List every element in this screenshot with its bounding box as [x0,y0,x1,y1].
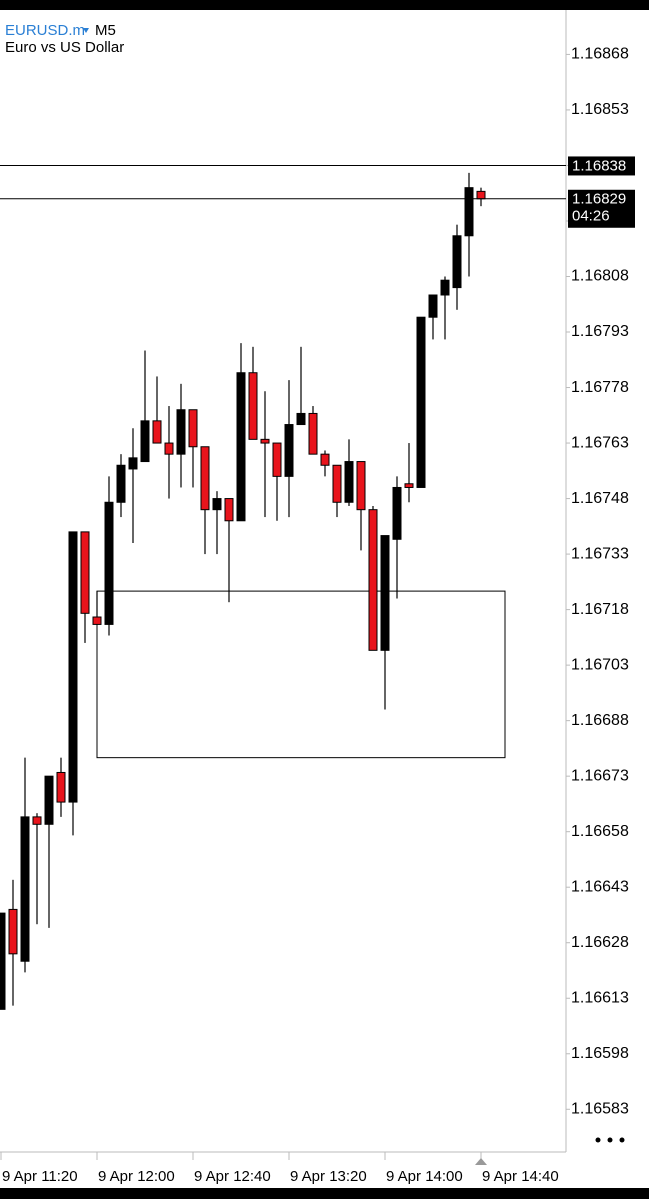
x-tick-label: 9 Apr 14:40 [482,1168,559,1185]
candle-body [428,294,438,318]
y-tick-label: 1.16793 [571,323,629,340]
candle-body [128,457,138,470]
candle-body [464,187,474,237]
candle-body [176,409,186,455]
y-tick-label: 1.16643 [571,878,629,895]
countdown: 04:26 [572,208,610,225]
subtitle: Euro vs US Dollar [5,39,124,56]
x-tick-label: 9 Apr 13:20 [290,1168,367,1185]
candle-body [368,509,378,651]
candle-body [224,498,234,522]
candle-body [44,775,54,825]
candle-body [152,420,162,444]
y-tick-label: 1.16853 [571,101,629,118]
candle-body [296,412,306,426]
symbol[interactable]: EURUSD.m [5,22,85,39]
candle-body [260,438,270,444]
y-tick-label: 1.16613 [571,989,629,1006]
y-tick-label: 1.16778 [571,379,629,396]
candle-body [476,190,486,200]
candle-body [80,531,90,614]
candle-body [452,235,462,289]
x-tick-label: 9 Apr 12:00 [98,1168,175,1185]
candle-body [440,279,450,296]
candle-body [404,483,414,488]
candle-body [140,420,150,463]
timeframe[interactable]: M5 [95,22,116,39]
candle-body [164,442,174,455]
candle-body [20,816,30,962]
y-tick-label: 1.16658 [571,823,629,840]
candle-body [92,616,102,625]
zone-rectangle [96,590,506,759]
candle-body [56,771,66,803]
x-tick-label: 9 Apr 11:20 [2,1168,78,1185]
price-label-box [568,156,635,176]
candle-body [272,442,282,477]
y-tick-label: 1.16688 [571,712,629,729]
candle-body [104,501,114,625]
y-tick-label: 1.16598 [571,1045,629,1062]
candle-body [284,424,294,477]
candle-body [416,316,426,488]
candle-body [0,912,6,1010]
candle-body [32,816,42,825]
top-bar [0,0,649,10]
price-label-box [568,189,635,228]
plot-area [0,172,506,1010]
candle-body [380,535,390,651]
y-tick-label: 1.16583 [571,1101,629,1118]
candle-body [236,372,246,522]
y-tick-label: 1.16628 [571,934,629,951]
candle-body [8,908,18,955]
menu-icon[interactable] [595,1137,625,1143]
y-tick-label: 1.16868 [571,46,629,63]
candle-body [356,461,366,511]
dropdown-icon[interactable] [83,28,89,33]
candle-body [332,464,342,503]
candle-body [308,412,318,455]
x-tick-label: 9 Apr 14:00 [386,1168,463,1185]
candle-body [320,453,330,466]
bottom-bar [0,1188,649,1199]
y-tick-label: 1.16673 [571,767,629,784]
candle-body [392,486,402,540]
candle-body [68,531,78,803]
candle-body [188,409,198,448]
x-tick-label: 9 Apr 12:40 [194,1168,271,1185]
candle-body [116,464,126,503]
price-label: 1.16838 [572,157,626,174]
y-tick-label: 1.16748 [571,490,629,507]
price-label: 1.16829 [572,191,626,208]
candle-body [344,461,354,503]
y-tick-label: 1.16763 [571,434,629,451]
y-tick-label: 1.16733 [571,545,629,562]
candle-body [212,498,222,511]
y-tick-label: 1.16703 [571,656,629,673]
candle-body [248,372,258,440]
current-time-marker [475,1158,487,1165]
y-tick-label: 1.16808 [571,268,629,285]
candle-body [200,446,210,511]
y-tick-label: 1.16718 [571,601,629,618]
